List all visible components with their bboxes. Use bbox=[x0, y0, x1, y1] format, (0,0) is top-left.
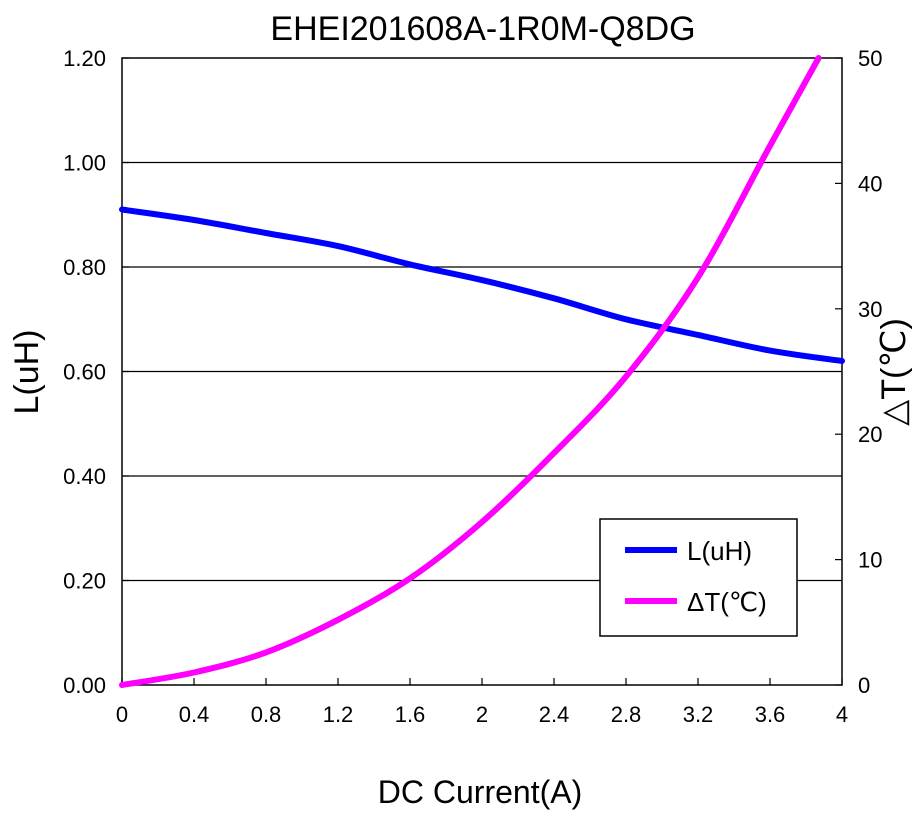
x-tick-label: 2.4 bbox=[539, 702, 570, 727]
x-tick-label: 4 bbox=[836, 702, 848, 727]
series-line-temperature bbox=[119, 55, 822, 688]
y2-axis-ticks: 0 10 20 30 40 50 bbox=[835, 46, 882, 698]
chart-title: EHEI201608A-1R0M-Q8DG bbox=[270, 10, 695, 48]
y-tick-label: 0.40 bbox=[63, 464, 106, 489]
y-tick-label: 1.00 bbox=[63, 151, 106, 176]
x-tick-label: 2 bbox=[476, 702, 488, 727]
x-tick-label: 0.4 bbox=[179, 702, 210, 727]
y2-tick-label: 30 bbox=[858, 297, 882, 322]
y2-tick-label: 10 bbox=[858, 548, 882, 573]
x-tick-label: 3.2 bbox=[683, 702, 714, 727]
legend-label-inductance: L(uH) bbox=[687, 536, 752, 566]
y-tick-label: 0.00 bbox=[63, 673, 106, 698]
y-tick-label: 0.20 bbox=[63, 569, 106, 594]
legend-box bbox=[599, 518, 798, 637]
y2-tick-label: 20 bbox=[858, 422, 882, 447]
series-lines bbox=[119, 55, 845, 688]
series-line-inductance bbox=[119, 206, 845, 364]
y-axis-ticks: 0.00 0.20 0.40 0.60 0.80 1.00 1.20 bbox=[63, 46, 129, 698]
x-tick-label: 3.6 bbox=[755, 702, 786, 727]
x-tick-label: 1.6 bbox=[395, 702, 426, 727]
y-tick-label: 1.20 bbox=[63, 46, 106, 71]
x-axis-label: DC Current(A) bbox=[378, 774, 582, 810]
x-tick-label: 0 bbox=[116, 702, 128, 727]
x-tick-label: 0.8 bbox=[251, 702, 282, 727]
legend-label-temperature: ΔT(℃) bbox=[687, 587, 767, 617]
legend: L(uH) ΔT(℃) bbox=[599, 518, 798, 637]
y-tick-label: 0.60 bbox=[63, 360, 106, 385]
y2-tick-label: 0 bbox=[858, 673, 870, 698]
y2-tick-label: 40 bbox=[858, 171, 882, 196]
y-axis-label: L(uH) bbox=[8, 329, 46, 414]
y2-tick-label: 50 bbox=[858, 46, 882, 71]
x-tick-label: 2.8 bbox=[611, 702, 642, 727]
y2-axis-label: △T(℃) bbox=[875, 318, 913, 426]
y-tick-label: 0.80 bbox=[63, 255, 106, 280]
x-axis-ticks: 0 0.4 0.8 1.2 1.6 2 2.4 2.8 3.2 3.6 4 bbox=[116, 678, 848, 727]
x-tick-label: 1.2 bbox=[323, 702, 354, 727]
